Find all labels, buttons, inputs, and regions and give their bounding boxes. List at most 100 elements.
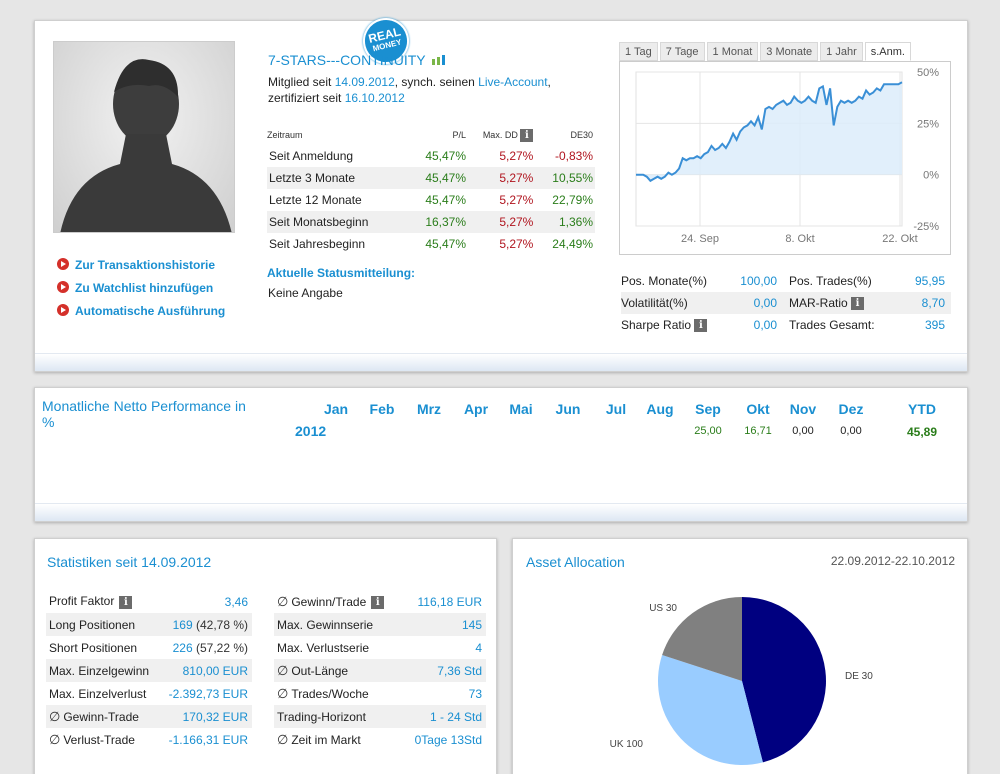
tab-1-month[interactable]: 1 Monat: [706, 42, 759, 61]
dd-cell: 5,27%: [468, 211, 536, 233]
month-header: Apr: [463, 401, 489, 417]
stat-row: Profit Faktor i 3,46: [46, 590, 252, 613]
stat-label-text: Max. Gewinnserie: [277, 617, 374, 632]
stat-value: 7,36 Std: [402, 659, 486, 682]
stat-label: Long Positionen: [46, 613, 158, 636]
average-icon: ∅: [277, 731, 289, 747]
stat-row: ∅ Out-Länge 7,36 Std: [274, 659, 486, 682]
stat-label-text: Max. Verlustserie: [277, 640, 370, 655]
month-header: YTD: [908, 401, 936, 417]
stat-label: ∅ Gewinn/Trade i: [274, 590, 402, 613]
dd-cell: 5,27%: [499, 193, 534, 207]
tab-1-day[interactable]: 1 Tag: [619, 42, 658, 61]
performance-line-chart: 50% 25% 0% -25% 24. Sep 8. Okt 22. Okt: [635, 67, 939, 245]
stat-value: 145: [402, 613, 486, 636]
member-since-date: 14.09.2012: [334, 75, 395, 89]
membership-info: Mitglied seit 14.09.2012, synch. seinen …: [268, 74, 551, 106]
metrics-row: Volatilität(%) 0,00 MAR-Ratio i 8,70: [621, 292, 951, 314]
metric-value: 395: [924, 318, 945, 332]
tab-7-days[interactable]: 7 Tage: [659, 42, 705, 61]
stat-row: ∅ Gewinn-Trade 170,32 EUR: [46, 705, 252, 728]
maxdd-label: Max. DD: [482, 129, 518, 140]
comma: ,: [547, 75, 551, 89]
col-header-period: Zeitraum: [267, 130, 303, 140]
statistics-left-table: Profit Faktor i 3,46 Long Positionen 169 (42…: [46, 590, 252, 751]
action-label: Zur Transaktionshistorie: [75, 258, 216, 272]
month-header: Jun: [555, 401, 581, 417]
col-header-pl: P/L: [452, 130, 467, 140]
metric-value: 100,00: [740, 274, 777, 288]
year-label: 2012: [295, 423, 327, 439]
stat-label-text: Trades/Woche: [291, 686, 369, 701]
table-row: Letzte 12 Monate 45,47% 5,27% 22,79%: [267, 189, 595, 211]
period-cell: Letzte 12 Monate: [269, 193, 362, 207]
transaction-history-link[interactable]: Zur Transaktionshistorie: [57, 258, 215, 272]
stat-value-text: 73: [468, 686, 482, 701]
stat-value-text: 3,46: [224, 594, 248, 609]
tab-since-signup[interactable]: s.Anm.: [864, 42, 911, 61]
panel-footer: [35, 353, 967, 371]
metric-label: Pos. Trades(%): [789, 274, 872, 288]
month-header: Mrz: [416, 401, 442, 417]
dd-cell: 5,27%: [468, 167, 536, 189]
dd-cell: 5,27%: [499, 149, 534, 163]
info-icon[interactable]: i: [851, 297, 865, 311]
average-icon: ∅: [49, 708, 61, 724]
de30-cell: 22,79%: [552, 193, 593, 207]
metric-label: Pos. Monate(%): [621, 274, 708, 288]
metrics-row: Sharpe Ratio i 0,00 Trades Gesamt: 395: [621, 314, 951, 336]
performance-table: Zeitraum P/L Max. DD i DE30 Seit Anmeldu…: [267, 125, 595, 255]
stat-label: Trading-Horizont: [274, 705, 402, 728]
pl-cell: 45,47%: [425, 193, 467, 207]
stat-value-text: 226: [172, 640, 193, 655]
stat-label: Max. Einzelgewinn: [46, 659, 158, 682]
month-header: Nov: [789, 401, 817, 417]
info-icon[interactable]: i: [371, 595, 385, 609]
stat-value-text: 0Tage 13Std: [414, 732, 482, 747]
arrow-circle-icon: [57, 304, 69, 316]
chart-range-tabs: 1 Tag 7 Tage 1 Monat 3 Monate 1 Jahr s.A…: [619, 42, 913, 61]
stat-label: Short Positionen: [46, 636, 158, 659]
metric-value: 8,70: [893, 292, 951, 314]
stat-value: 810,00 EUR: [158, 659, 252, 682]
info-icon[interactable]: i: [520, 128, 534, 142]
tab-1-year[interactable]: 1 Jahr: [820, 42, 863, 61]
stat-label-text: Max. Einzelgewinn: [49, 663, 150, 678]
asset-allocation-panel: Asset Allocation 22.09.2012-22.10.2012 D…: [512, 538, 968, 774]
stat-value: 73: [402, 682, 486, 705]
add-to-watchlist-link[interactable]: Zu Watchlist hinzufügen: [57, 281, 213, 295]
y-tick-label: 0%: [923, 170, 939, 182]
live-account-link[interactable]: Live-Account: [478, 75, 548, 89]
auto-execution-link[interactable]: Automatische Ausführung: [57, 304, 225, 318]
metric-value: 95,95: [914, 274, 945, 288]
stat-label-text: Gewinn-Trade: [63, 709, 139, 724]
period-cell: Seit Monatsbeginn: [267, 211, 426, 233]
month-header: Sep: [695, 401, 721, 417]
metric-value: 0,00: [753, 318, 777, 332]
pie-slice: [662, 597, 742, 681]
stat-value-text: 145: [461, 617, 482, 632]
certified-since-date: 16.10.2012: [344, 91, 405, 105]
pie-slice-label: DE 30: [845, 671, 873, 682]
stat-label: ∅ Verlust-Trade: [46, 728, 158, 751]
arrow-circle-icon: [57, 281, 69, 293]
stat-label: ∅ Gewinn-Trade: [46, 705, 158, 728]
y-tick-label: -25%: [913, 221, 939, 233]
metric-label-cell: Sharpe Ratio i: [621, 314, 721, 336]
average-icon: ∅: [277, 593, 289, 609]
stat-value: -1.166,31 EUR: [158, 728, 252, 751]
stat-value: 0Tage 13Std: [402, 728, 486, 751]
trader-name[interactable]: 7-STARS---CONTINUITY: [268, 52, 426, 68]
stat-label: Max. Gewinnserie: [274, 613, 402, 636]
tab-3-months[interactable]: 3 Monate: [760, 42, 819, 61]
x-tick-label: 8. Okt: [785, 233, 814, 245]
asset-allocation-title: Asset Allocation: [526, 554, 625, 570]
stat-label-text: Profit Faktor: [49, 594, 115, 609]
stat-label-text: Zeit im Markt: [291, 732, 361, 747]
info-icon[interactable]: i: [694, 319, 708, 333]
status-heading: Aktuelle Statusmitteilung:: [267, 266, 416, 280]
stat-value-text: -1.166,31 EUR: [168, 732, 248, 747]
pie-slice-label: US 30: [649, 603, 677, 614]
y-tick-label: 50%: [917, 67, 939, 79]
info-icon[interactable]: i: [119, 595, 133, 609]
